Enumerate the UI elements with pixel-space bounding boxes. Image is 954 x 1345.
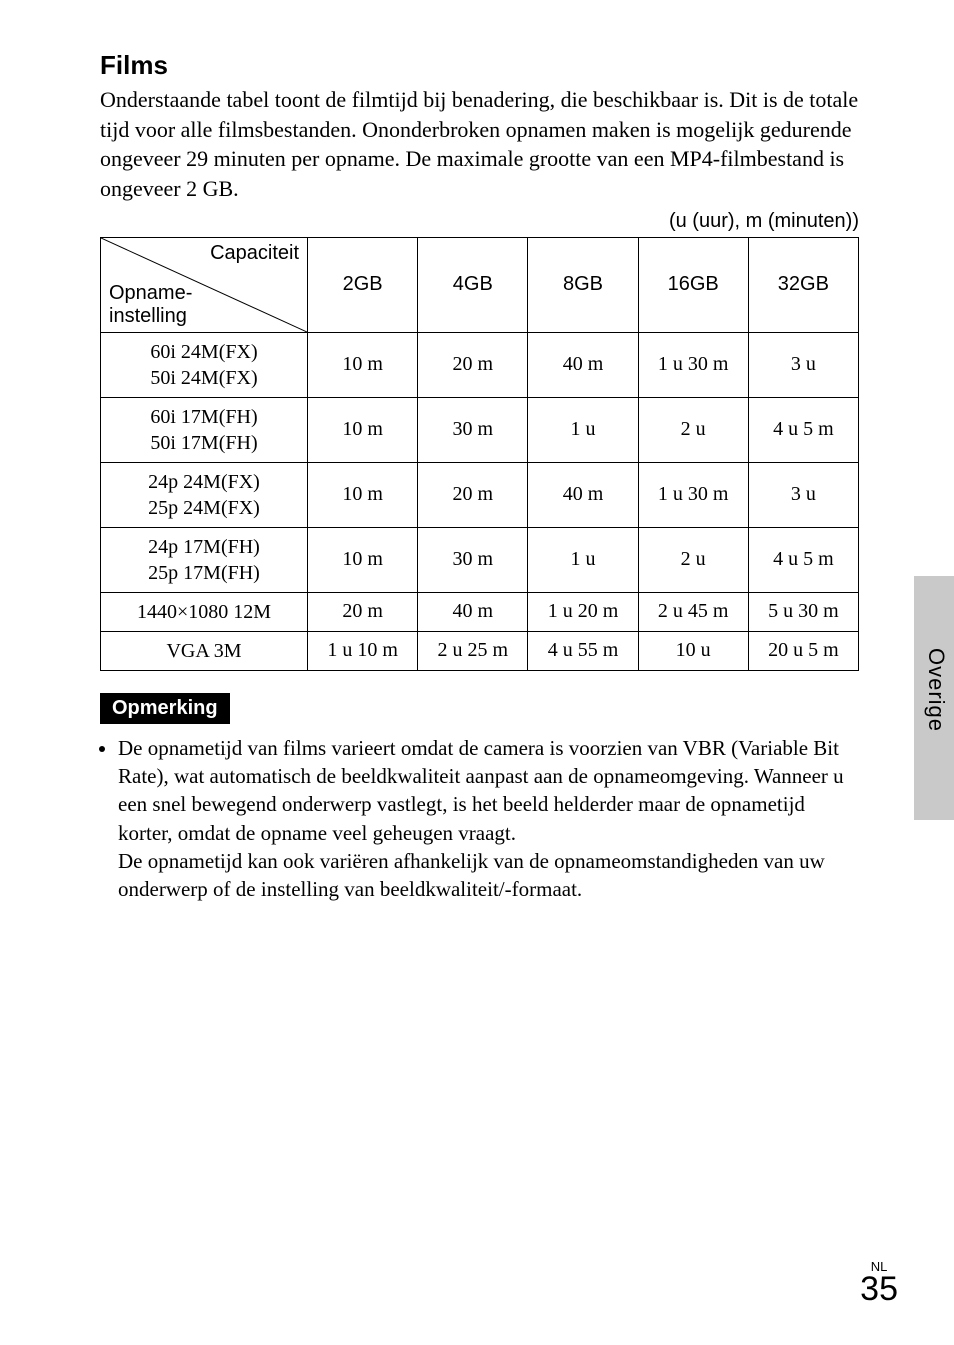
table-header-row: Capaciteit Opname- instelling 2GB 4GB 8G…	[101, 237, 859, 332]
cell: 4 u 5 m	[748, 397, 858, 462]
cell: 40 m	[528, 462, 638, 527]
cell: 1 u 10 m	[308, 631, 418, 670]
cell: 1 u	[528, 527, 638, 592]
footer-page-number: 35	[860, 1270, 898, 1309]
cell: 10 m	[308, 397, 418, 462]
cell: 10 m	[308, 332, 418, 397]
cell: 2 u	[638, 397, 748, 462]
table-row: 60i 24M(FX)50i 24M(FX)10 m20 m40 m1 u 30…	[101, 332, 859, 397]
diag-bottom-l1: Opname-	[109, 282, 192, 304]
cell: 20 m	[418, 462, 528, 527]
cell: 40 m	[528, 332, 638, 397]
cell: 30 m	[418, 527, 528, 592]
row-label: 60i 17M(FH)50i 17M(FH)	[101, 397, 308, 462]
cell: 1 u	[528, 397, 638, 462]
cell: 10 u	[638, 631, 748, 670]
section-title: Films	[100, 50, 859, 81]
diag-header: Capaciteit Opname- instelling	[101, 237, 308, 332]
cell: 3 u	[748, 332, 858, 397]
table-row: VGA 3M1 u 10 m2 u 25 m4 u 55 m10 u20 u 5…	[101, 631, 859, 670]
cell: 4 u 5 m	[748, 527, 858, 592]
cell: 20 u 5 m	[748, 631, 858, 670]
page-footer: NL 35	[860, 1259, 898, 1309]
diag-bottom-label: Opname- instelling	[109, 282, 192, 328]
intro-paragraph: Onderstaande tabel toont de filmtijd bij…	[100, 85, 859, 204]
recording-time-table: Capaciteit Opname- instelling 2GB 4GB 8G…	[100, 237, 859, 671]
cell: 4 u 55 m	[528, 631, 638, 670]
row-label: 1440×1080 12M	[101, 592, 308, 631]
col-header: 32GB	[748, 237, 858, 332]
cell: 10 m	[308, 462, 418, 527]
table-row: 1440×1080 12M20 m40 m1 u 20 m2 u 45 m5 u…	[101, 592, 859, 631]
cell: 2 u 25 m	[418, 631, 528, 670]
cell: 30 m	[418, 397, 528, 462]
col-header: 16GB	[638, 237, 748, 332]
cell: 1 u 20 m	[528, 592, 638, 631]
row-label: VGA 3M	[101, 631, 308, 670]
side-label: Overige	[923, 648, 949, 732]
row-label: 60i 24M(FX)50i 24M(FX)	[101, 332, 308, 397]
diag-bottom-l2: instelling	[109, 305, 187, 327]
note-item: De opnametijd van films varieert omdat d…	[118, 734, 859, 904]
col-header: 2GB	[308, 237, 418, 332]
cell: 10 m	[308, 527, 418, 592]
cell: 2 u	[638, 527, 748, 592]
cell: 20 m	[418, 332, 528, 397]
cell: 20 m	[308, 592, 418, 631]
cell: 5 u 30 m	[748, 592, 858, 631]
row-label: 24p 17M(FH)25p 17M(FH)	[101, 527, 308, 592]
row-label: 24p 24M(FX)25p 24M(FX)	[101, 462, 308, 527]
col-header: 4GB	[418, 237, 528, 332]
table-row: 60i 17M(FH)50i 17M(FH)10 m30 m1 u2 u4 u …	[101, 397, 859, 462]
col-header: 8GB	[528, 237, 638, 332]
cell: 1 u 30 m	[638, 462, 748, 527]
cell: 1 u 30 m	[638, 332, 748, 397]
cell: 2 u 45 m	[638, 592, 748, 631]
cell: 40 m	[418, 592, 528, 631]
note-heading: Opmerking	[100, 693, 230, 724]
table-row: 24p 24M(FX)25p 24M(FX)10 m20 m40 m1 u 30…	[101, 462, 859, 527]
note-list: De opnametijd van films varieert omdat d…	[100, 734, 859, 904]
cell: 3 u	[748, 462, 858, 527]
table-row: 24p 17M(FH)25p 17M(FH)10 m30 m1 u2 u4 u …	[101, 527, 859, 592]
diag-top-label: Capaciteit	[210, 242, 299, 265]
units-legend: (u (uur), m (minuten))	[100, 210, 859, 233]
